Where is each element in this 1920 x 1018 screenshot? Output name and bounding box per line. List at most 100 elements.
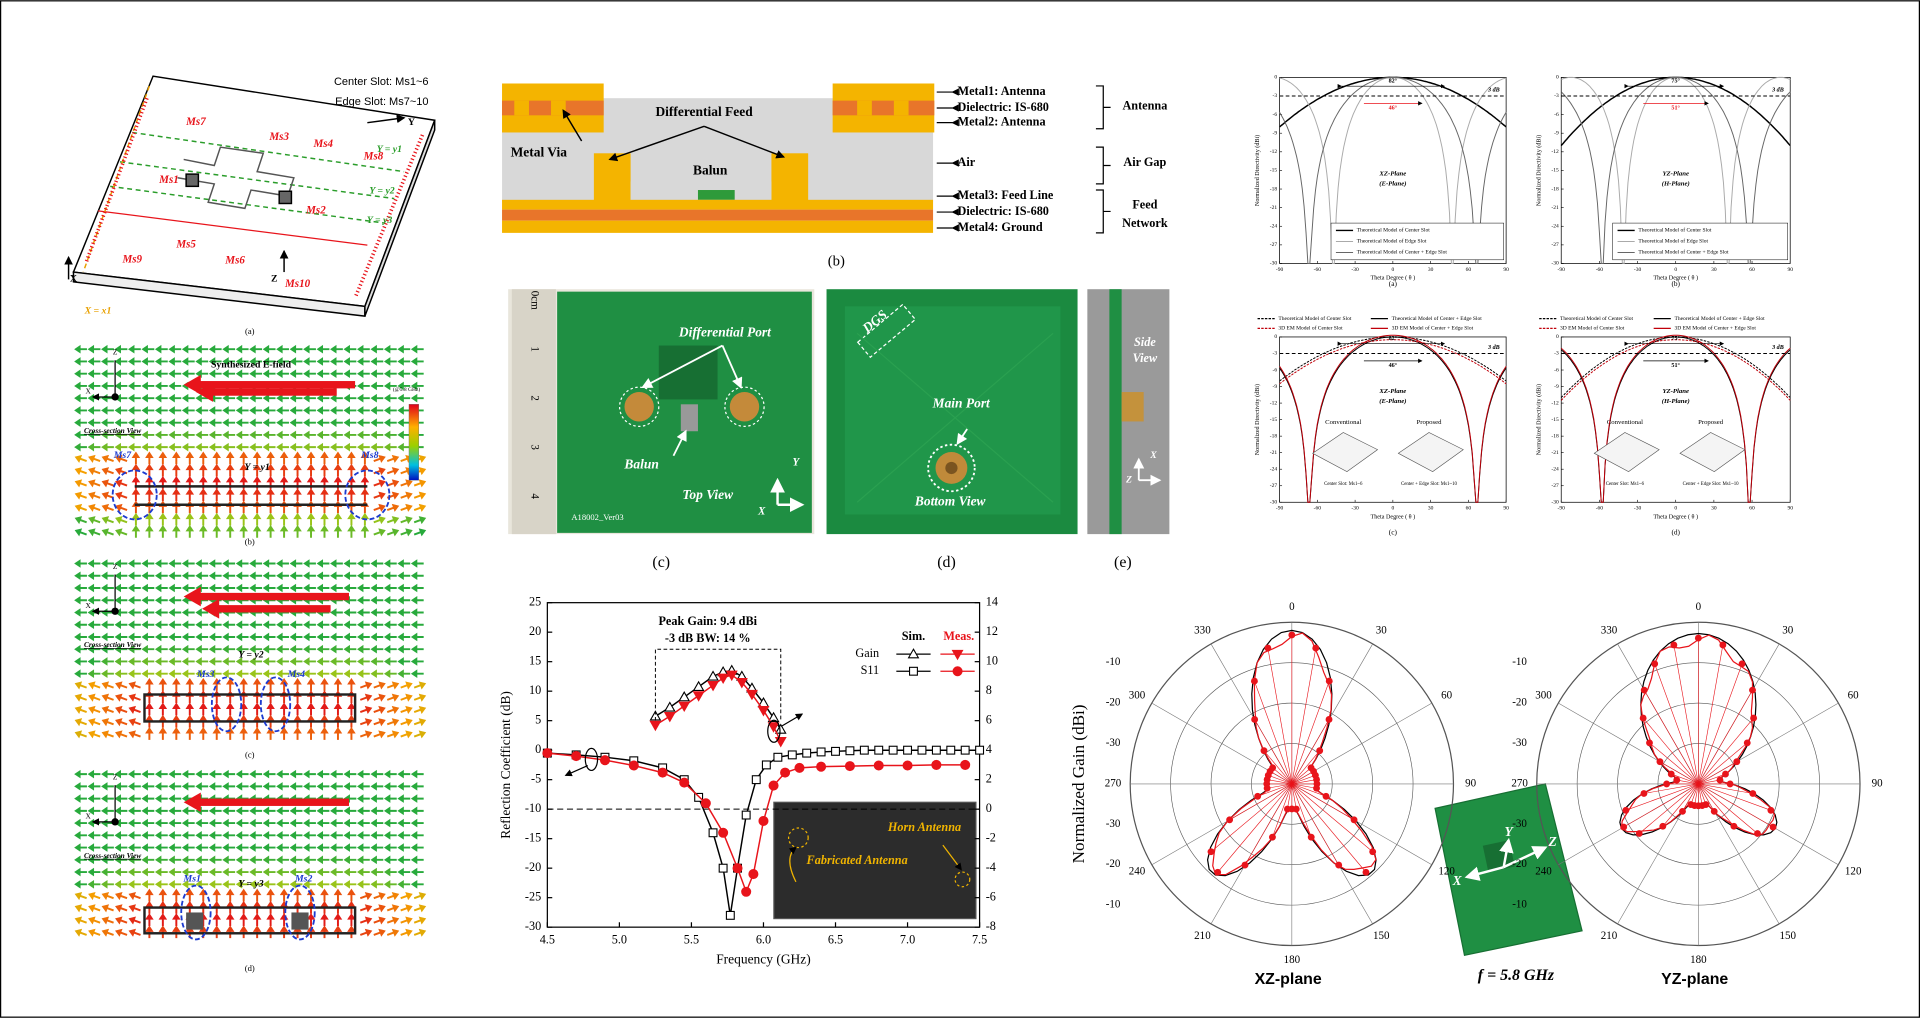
field-arrow	[128, 843, 141, 852]
field-arrow	[222, 867, 236, 877]
field-arrow	[320, 727, 329, 740]
field-arrow	[410, 669, 424, 678]
field-arrow	[293, 702, 302, 716]
label: Theoretical Model of Center Slot	[1560, 315, 1633, 322]
field-arrow	[168, 644, 182, 654]
label: -3	[1554, 93, 1559, 99]
field-arrow	[74, 681, 87, 690]
field-arrow	[370, 406, 384, 415]
label: -20	[1106, 858, 1121, 870]
field-arrow	[262, 393, 276, 403]
field-arrow	[172, 727, 181, 740]
field-arrow	[413, 928, 427, 937]
field-arrow	[128, 418, 141, 427]
field-arrow	[413, 916, 427, 925]
field-arrow	[370, 369, 384, 378]
field-arrow	[357, 583, 370, 593]
label: XZ-plane	[1255, 971, 1322, 988]
field-arrow	[172, 451, 181, 465]
field-arrow	[145, 524, 154, 538]
field-arrow	[266, 512, 275, 526]
label: -15	[525, 830, 541, 844]
pattern-spoke	[1291, 783, 1355, 821]
label: -30	[525, 919, 541, 933]
field-arrow	[410, 880, 424, 889]
label: S11	[861, 663, 880, 677]
label: -90	[1558, 267, 1566, 273]
field-arrow	[154, 782, 168, 791]
field-arrow	[185, 463, 195, 477]
label: Z	[1125, 474, 1132, 485]
field-arrow	[88, 916, 101, 925]
field-arrow	[289, 583, 303, 593]
field-arrow	[262, 644, 276, 654]
field-arrow	[208, 831, 222, 840]
label: 12	[986, 624, 998, 638]
field-arrow	[141, 442, 155, 452]
label: -18	[1551, 186, 1559, 192]
field-arrow	[383, 867, 397, 877]
field-arrow	[343, 559, 357, 568]
field-arrow	[168, 855, 182, 865]
field-arrow	[316, 571, 330, 581]
field-arrow	[208, 769, 222, 779]
field-arrow	[235, 806, 249, 816]
field-arrow	[400, 916, 413, 925]
field-arrow	[114, 620, 128, 629]
field-arrow	[383, 831, 397, 840]
field-arrow	[276, 867, 289, 877]
field-arrow	[114, 571, 128, 581]
field-arrow	[212, 488, 222, 502]
field-arrow	[410, 393, 424, 403]
field-arrow	[383, 669, 397, 678]
field-arrow	[397, 571, 411, 581]
field-arrow	[168, 632, 182, 642]
field-arrow	[74, 904, 87, 913]
field-arrow	[303, 406, 316, 415]
field-arrow	[397, 669, 411, 678]
field-arrow	[235, 644, 249, 654]
label: Theta Degree ( θ )	[1653, 513, 1698, 520]
field-arrow	[357, 794, 370, 803]
field-arrow	[154, 632, 168, 642]
field-arrow	[87, 880, 101, 889]
field-arrow	[303, 571, 316, 581]
label: Reflection Coefficient (dB)	[498, 691, 513, 839]
label: 7.0	[900, 932, 915, 946]
field-arrow	[168, 430, 182, 440]
field-arrow	[145, 727, 154, 740]
label: Metal4: Ground	[958, 220, 1043, 234]
label: -10	[525, 801, 541, 815]
field-arrow	[198, 488, 208, 502]
label: 60	[1749, 267, 1755, 273]
field-arrow	[168, 393, 182, 403]
field-arrow	[74, 831, 87, 840]
field-arrow	[101, 369, 114, 378]
field-arrow	[181, 418, 195, 427]
field-arrow	[131, 488, 141, 502]
field-arrow	[131, 524, 141, 538]
field-arrow	[141, 357, 155, 366]
pattern-spoke	[1698, 773, 1726, 785]
field-arrow	[172, 678, 181, 691]
field-arrow	[370, 357, 384, 366]
field-arrow	[114, 583, 128, 593]
field-arrow	[114, 430, 128, 440]
label: -27	[1551, 483, 1559, 489]
label: Center + Edge Slot: Ms1~10	[1683, 482, 1740, 487]
label: 3 dB	[1771, 87, 1784, 93]
field-arrow	[88, 892, 101, 901]
field-arrow	[168, 669, 182, 678]
label: Ms6	[224, 255, 245, 267]
field-arrow	[128, 620, 141, 629]
label: 90	[1872, 777, 1884, 789]
field-arrow	[330, 644, 343, 654]
field-arrow	[141, 867, 155, 877]
field-arrow	[370, 632, 384, 642]
marker	[873, 760, 884, 771]
field-arrow	[266, 463, 275, 477]
label: -27	[1270, 242, 1278, 248]
field-arrow	[330, 344, 343, 354]
field-arrow	[168, 880, 182, 889]
field-arrow	[195, 657, 209, 666]
